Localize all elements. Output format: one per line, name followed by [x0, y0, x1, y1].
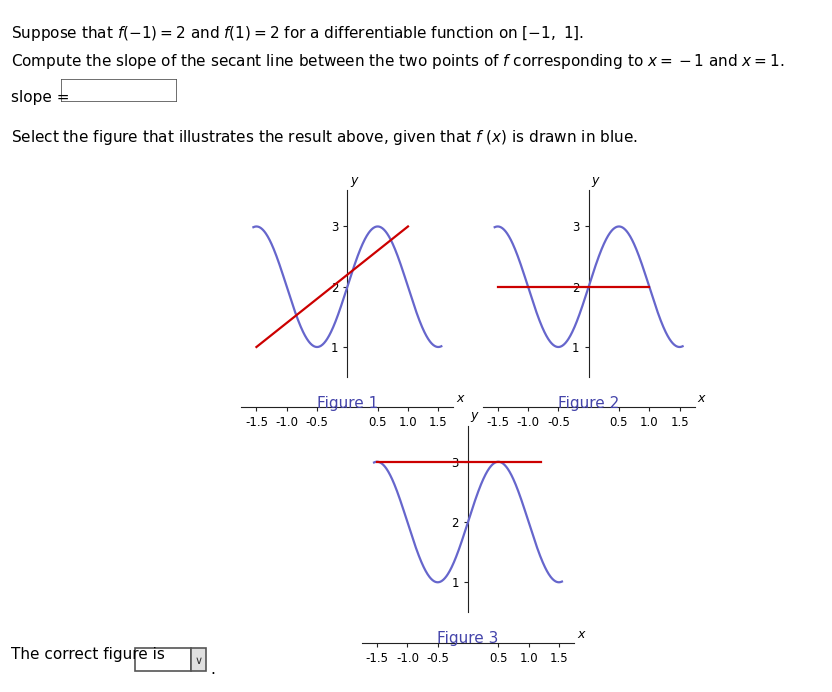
Text: .: . — [210, 662, 215, 677]
Text: $x$: $x$ — [577, 628, 587, 641]
Text: Compute the slope of the secant line between the two points of $f$ corresponding: Compute the slope of the secant line bet… — [11, 52, 785, 71]
Text: $x$: $x$ — [697, 392, 707, 406]
Bar — [135, 648, 191, 671]
Text: $y$: $y$ — [470, 410, 480, 424]
Text: $x$: $x$ — [456, 392, 466, 406]
Text: ∨: ∨ — [195, 656, 202, 666]
Text: Figure 1: Figure 1 — [317, 396, 378, 411]
Text: $y$: $y$ — [591, 175, 601, 189]
Text: The correct figure is: The correct figure is — [11, 647, 165, 662]
Text: Figure 2: Figure 2 — [558, 396, 619, 411]
Text: $y$: $y$ — [349, 175, 359, 189]
Text: slope =: slope = — [11, 90, 69, 105]
Text: Figure 3: Figure 3 — [438, 631, 498, 646]
Text: Suppose that $f(-1) = 2$ and $f(1) = 2$ for a differentiable function on $[-1,\ : Suppose that $f(-1) = 2$ and $f(1) = 2$ … — [11, 24, 584, 43]
Bar — [191, 648, 206, 671]
Text: Select the figure that illustrates the result above, given that $f\ (x)$ is draw: Select the figure that illustrates the r… — [11, 128, 637, 147]
